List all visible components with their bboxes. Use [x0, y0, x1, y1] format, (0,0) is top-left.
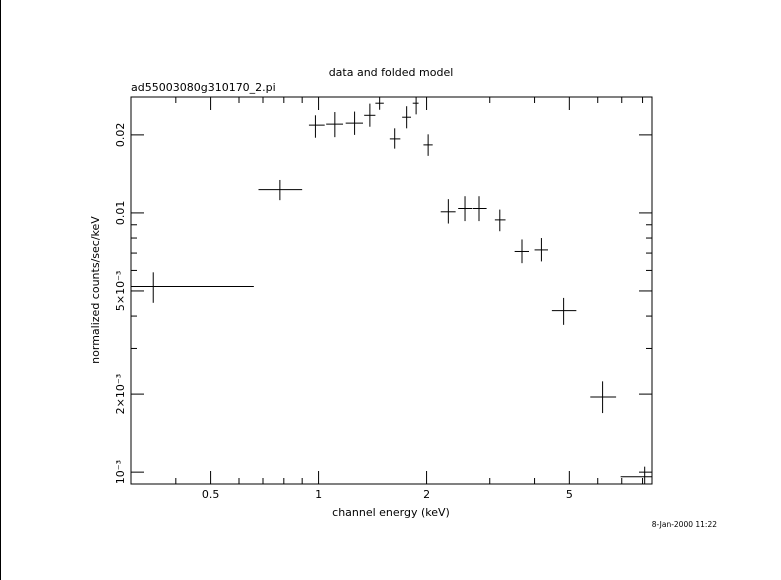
- data-point: [326, 112, 344, 138]
- x-tick-label: 1: [315, 488, 322, 501]
- data-point: [494, 209, 506, 232]
- data-point: [551, 297, 577, 325]
- data-point: [364, 103, 376, 127]
- x-axis-tick-labels: 0.5 1 2 5: [202, 488, 573, 501]
- data-point: [402, 106, 412, 129]
- x-tick-label: 2: [423, 488, 430, 501]
- data-point: [375, 97, 384, 110]
- data-point: [131, 272, 254, 303]
- x-axis-label: channel energy (keV): [332, 506, 450, 519]
- x-tick-label: 0.5: [202, 488, 220, 501]
- data-point: [308, 115, 325, 138]
- data-point: [389, 128, 401, 149]
- timestamp: 8-Jan-2000 11:22: [652, 520, 717, 529]
- data-point: [423, 134, 433, 156]
- y-tick-label: 0.02: [114, 123, 127, 148]
- data-point: [440, 199, 456, 224]
- data-point: [258, 179, 303, 201]
- data-point: [514, 239, 530, 264]
- data-point: [412, 97, 419, 115]
- data-point: [458, 196, 473, 222]
- y-tick-label: 5×10⁻³: [114, 271, 127, 311]
- y-axis-ticks: [131, 134, 652, 485]
- chart-subtitle: ad55003080g310170_2.pi: [131, 81, 276, 94]
- y-tick-label: 2×10⁻³: [114, 374, 127, 414]
- x-axis-ticks: [130, 97, 644, 484]
- x-tick-label: 5: [566, 488, 573, 501]
- y-axis-tick-labels: 10⁻³ 2×10⁻³ 5×10⁻³ 0.01 0.02: [114, 123, 127, 485]
- data-points: [131, 97, 652, 484]
- y-tick-label: 0.01: [114, 201, 127, 226]
- chart-title: data and folded model: [329, 66, 454, 79]
- data-point: [590, 381, 617, 414]
- y-tick-label: 10⁻³: [114, 460, 127, 484]
- data-point: [534, 238, 548, 262]
- data-point: [472, 196, 487, 222]
- data-point: [620, 466, 652, 484]
- data-point: [345, 111, 364, 135]
- y-axis-label: normalized counts/sec/keV: [89, 216, 102, 364]
